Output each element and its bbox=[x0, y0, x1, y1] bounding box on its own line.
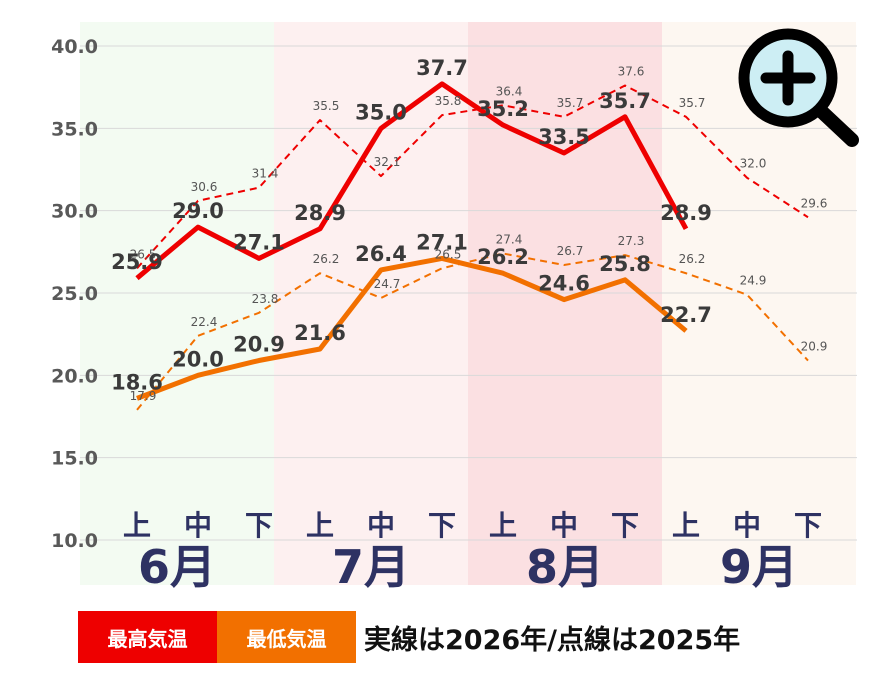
data-label-2025: 26.2 bbox=[679, 252, 706, 266]
dekad-label: 下 bbox=[428, 509, 456, 542]
month-label: 9月 bbox=[720, 540, 798, 594]
dekad-label: 中 bbox=[184, 509, 212, 542]
zoom-in-icon bbox=[738, 28, 859, 147]
data-label-2026: 25.9 bbox=[111, 250, 163, 274]
data-label-2025: 35.8 bbox=[435, 94, 462, 108]
data-label-2025: 32.0 bbox=[740, 157, 767, 171]
data-label-2026: 37.7 bbox=[416, 56, 468, 80]
dekad-label: 上 bbox=[306, 509, 334, 542]
data-label-2025: 35.7 bbox=[679, 96, 706, 110]
data-label-2025: 26.7 bbox=[557, 244, 584, 258]
series-line-2026-max bbox=[135, 81, 689, 281]
dekad-label: 上 bbox=[123, 509, 151, 542]
month-label: 8月 bbox=[526, 540, 604, 594]
month-band-3 bbox=[468, 22, 662, 585]
y-tick-label: 40.0 bbox=[51, 36, 98, 58]
data-label-2026: 35.2 bbox=[477, 97, 529, 121]
legend: 最高気温 最低気温 実線は2026年/点線は2025年 bbox=[78, 611, 740, 663]
dekad-label: 中 bbox=[550, 509, 578, 542]
dekad-label: 中 bbox=[733, 509, 761, 542]
dekad-label: 下 bbox=[794, 509, 822, 542]
month-band-1 bbox=[80, 22, 274, 585]
series-line-2025-max bbox=[136, 84, 809, 269]
dekad-label: 下 bbox=[245, 509, 273, 542]
dekad-label: 上 bbox=[672, 509, 700, 542]
data-label-2025: 24.7 bbox=[374, 277, 401, 291]
data-label-2025: 26.2 bbox=[313, 252, 340, 266]
data-label-2026: 29.0 bbox=[172, 199, 224, 223]
y-tick-label: 20.0 bbox=[51, 365, 98, 387]
data-label-2025: 26.5 bbox=[130, 247, 157, 261]
zoom-in-button[interactable] bbox=[732, 22, 862, 152]
dekad-label: 上 bbox=[489, 509, 517, 542]
month-label: 6月 bbox=[138, 540, 216, 594]
data-label-2025: 35.5 bbox=[313, 99, 340, 113]
y-tick-label: 30.0 bbox=[51, 201, 98, 223]
y-tick-label: 25.0 bbox=[51, 283, 98, 305]
data-label-2025: 26.5 bbox=[435, 247, 462, 261]
data-label-2026: 26.4 bbox=[355, 242, 407, 266]
data-label-2025: 36.4 bbox=[496, 84, 523, 98]
data-label-2025: 32.1 bbox=[374, 155, 401, 169]
data-label-2025: 27.4 bbox=[496, 232, 523, 246]
dekad-label: 中 bbox=[367, 509, 395, 542]
data-label-2025: 31.4 bbox=[252, 167, 279, 181]
data-label-2026: 24.6 bbox=[538, 272, 590, 296]
data-label-2026: 25.8 bbox=[599, 252, 651, 276]
legend-note: 実線は2026年/点線は2025年 bbox=[364, 624, 741, 656]
series-line-2025-min bbox=[136, 252, 809, 411]
data-label-2025: 27.3 bbox=[618, 234, 645, 248]
y-tick-label: 35.0 bbox=[51, 118, 98, 140]
data-label-2025: 37.6 bbox=[618, 65, 645, 79]
data-label-2025: 22.4 bbox=[191, 315, 218, 329]
data-label-2025: 35.7 bbox=[557, 96, 584, 110]
data-label-2025: 30.6 bbox=[191, 180, 218, 194]
data-label-2025: 23.8 bbox=[252, 292, 279, 306]
legend-max-temp: 最高気温 bbox=[78, 611, 217, 663]
legend-min-temp: 最低気温 bbox=[217, 611, 356, 663]
y-tick-label: 10.0 bbox=[51, 530, 98, 552]
data-label-2026: 18.6 bbox=[111, 370, 163, 394]
dekad-label: 下 bbox=[611, 509, 639, 542]
data-label-2026: 33.5 bbox=[538, 125, 590, 149]
data-label-2026: 28.9 bbox=[294, 201, 346, 225]
data-label-2026: 28.9 bbox=[660, 201, 712, 225]
data-label-2026: 20.9 bbox=[233, 333, 285, 357]
data-label-2025: 17.9 bbox=[130, 389, 157, 403]
data-label-2025: 20.9 bbox=[801, 340, 828, 354]
month-band-2 bbox=[274, 22, 468, 585]
data-label-2026: 21.6 bbox=[294, 321, 346, 345]
data-label-2026: 27.1 bbox=[416, 230, 468, 254]
month-label: 7月 bbox=[332, 540, 410, 594]
data-label-2026: 20.0 bbox=[172, 347, 224, 371]
data-label-2026: 35.0 bbox=[355, 100, 407, 124]
data-label-2025: 29.6 bbox=[801, 196, 828, 210]
data-label-2026: 26.2 bbox=[477, 245, 529, 269]
series-line-2026-min bbox=[136, 255, 688, 401]
y-tick-label: 15.0 bbox=[51, 448, 98, 470]
data-label-2026: 35.7 bbox=[599, 89, 651, 113]
data-label-2026: 22.7 bbox=[660, 303, 712, 327]
data-label-2026: 27.1 bbox=[233, 230, 285, 254]
data-label-2025: 24.9 bbox=[740, 274, 767, 288]
